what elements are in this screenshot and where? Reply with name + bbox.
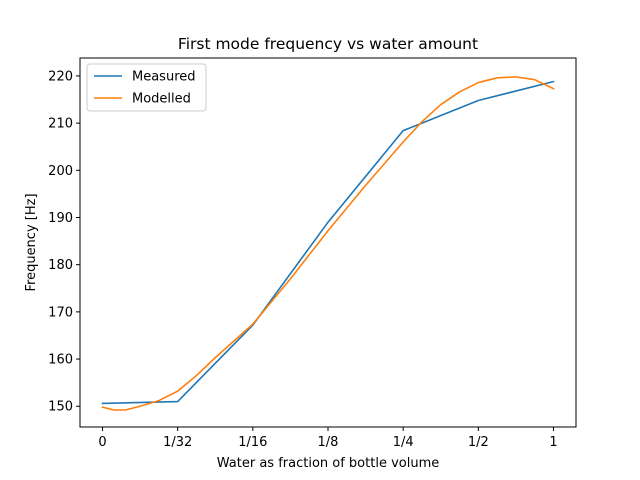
y-axis-label: Frequency [Hz] xyxy=(24,193,39,291)
x-tick-label: 1/16 xyxy=(238,435,267,450)
y-tick-label: 200 xyxy=(48,164,73,179)
y-tick-label: 210 xyxy=(48,117,73,132)
series-lines xyxy=(101,76,555,411)
x-axis-ticks: 0 1/32 1/16 1/8 1/4 1/2 1 xyxy=(98,427,558,450)
legend-label-measured: Measured xyxy=(132,70,196,85)
x-tick-label: 0 xyxy=(98,435,106,450)
series-line-modelled xyxy=(101,76,555,411)
y-tick-label: 170 xyxy=(48,305,73,320)
series-line-measured xyxy=(101,80,555,405)
y-tick-label: 150 xyxy=(48,400,73,415)
y-tick-label: 190 xyxy=(48,211,73,226)
x-tick-label: 1 xyxy=(549,435,557,450)
x-tick-label: 1/2 xyxy=(468,435,489,450)
x-axis-label: Water as fraction of bottle volume xyxy=(217,456,439,471)
y-tick-label: 180 xyxy=(48,258,73,273)
y-tick-label: 160 xyxy=(48,353,73,368)
legend-label-modelled: Modelled xyxy=(132,92,191,107)
x-tick-label: 1/4 xyxy=(393,435,414,450)
legend: Measured Modelled xyxy=(86,63,207,112)
chart-title: First mode frequency vs water amount xyxy=(178,35,478,53)
y-tick-label: 220 xyxy=(48,69,73,84)
axes-frame xyxy=(79,57,577,428)
y-axis-ticks: 150 160 170 180 190 200 210 220 xyxy=(48,69,80,415)
x-tick-label: 1/32 xyxy=(163,435,192,450)
x-tick-label: 1/8 xyxy=(318,435,339,450)
